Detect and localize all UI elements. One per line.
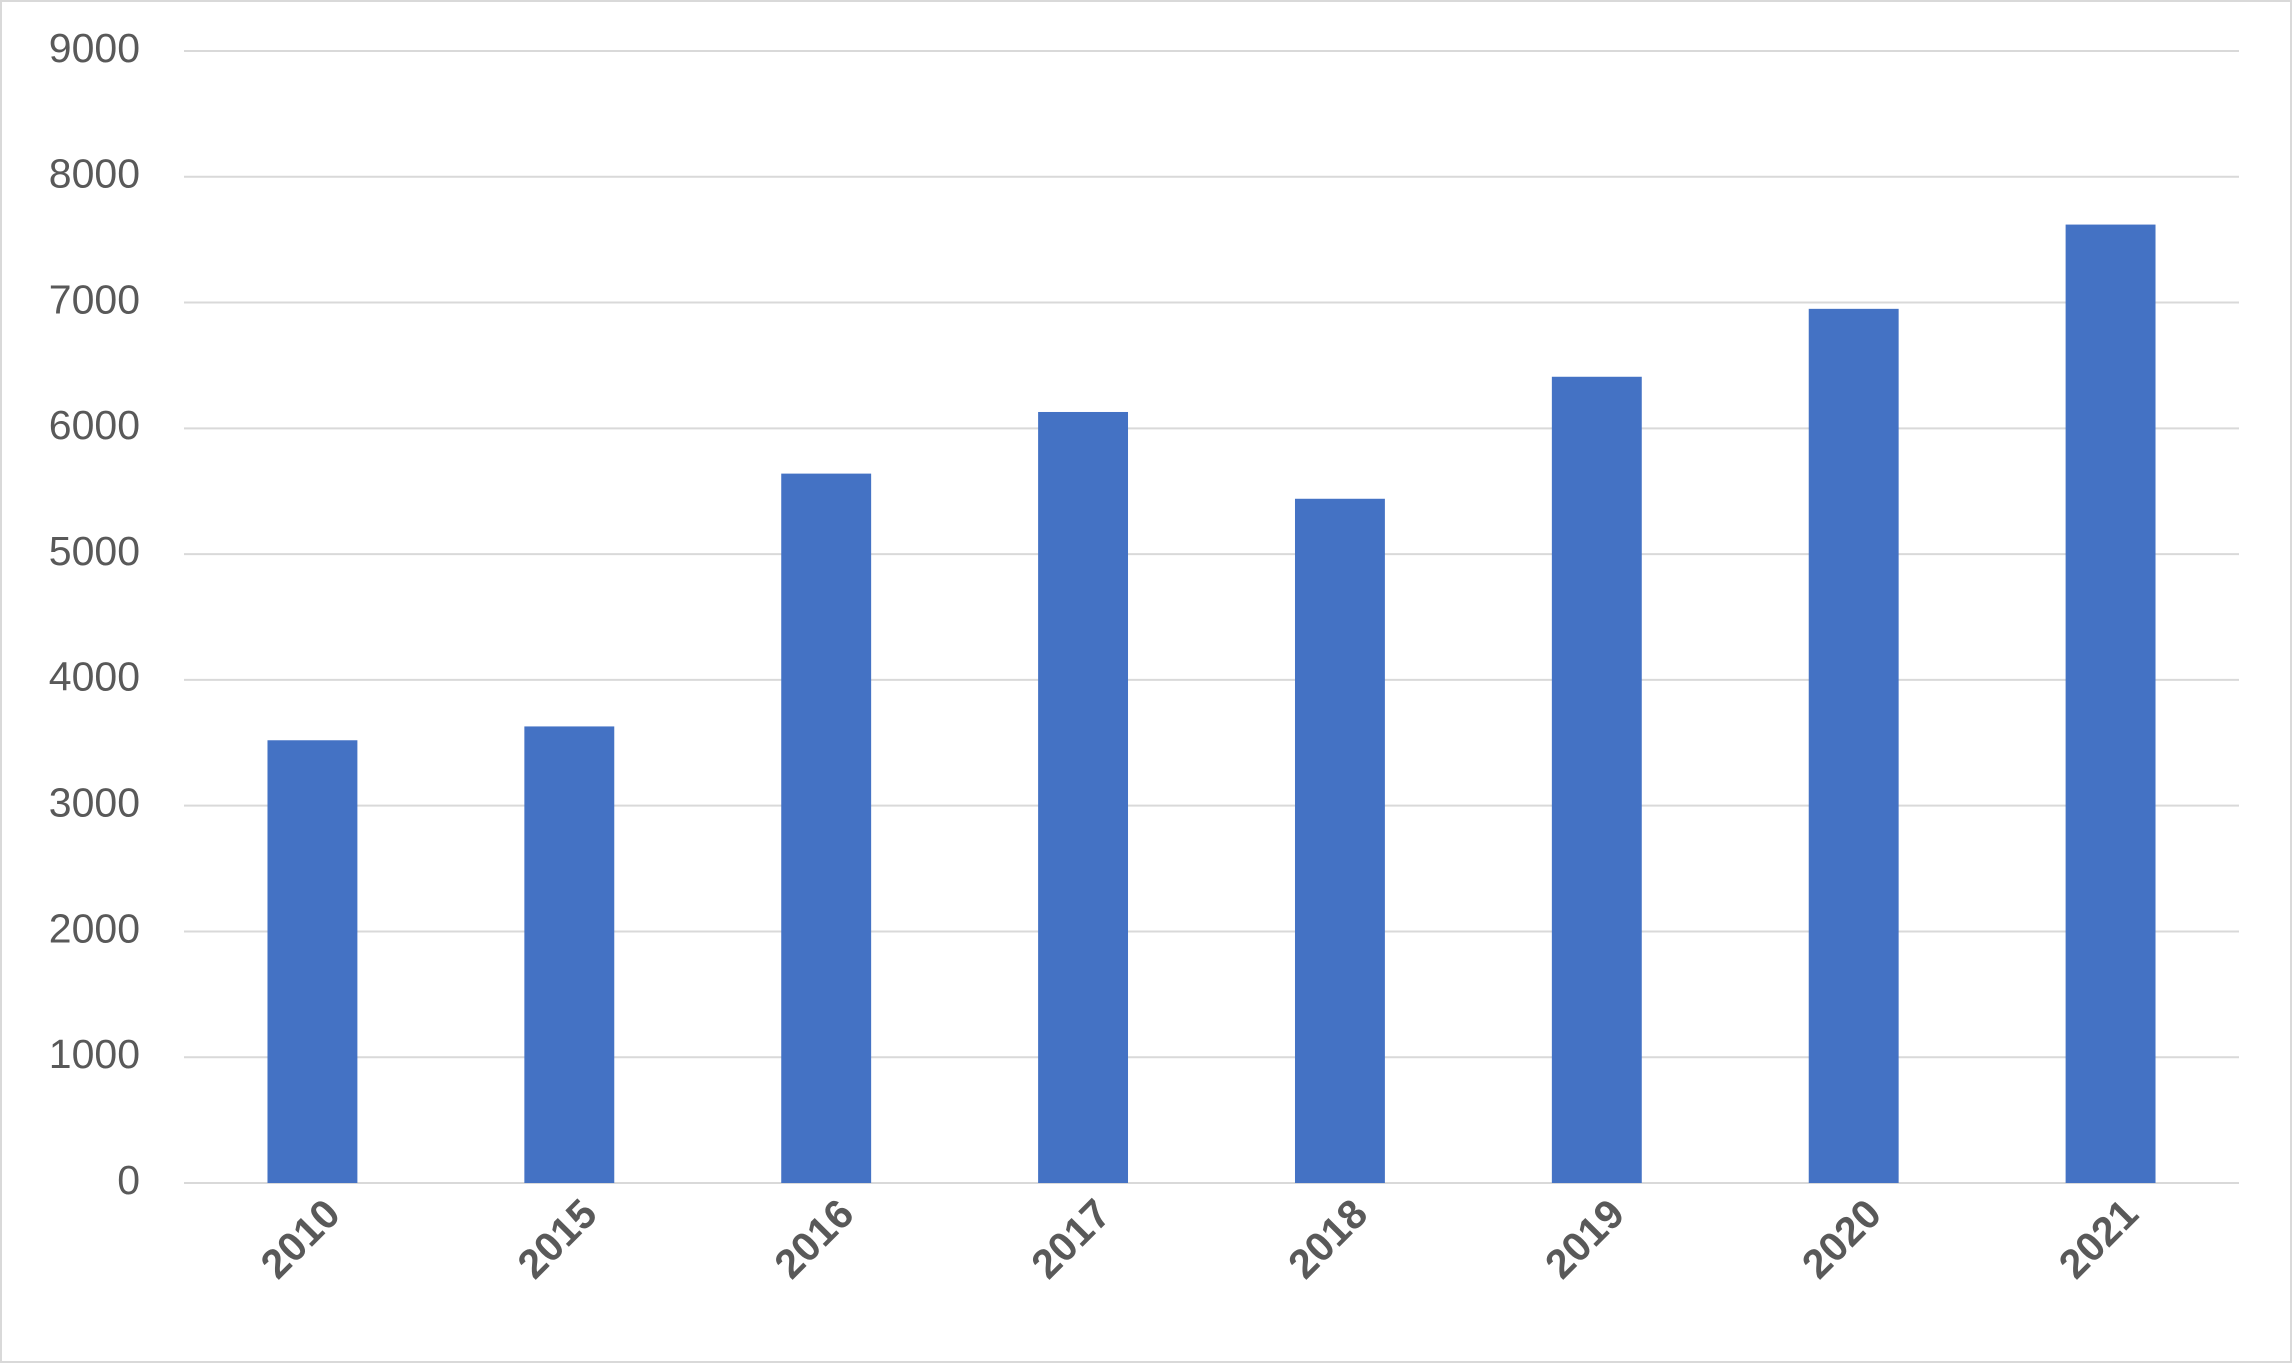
y-tick-label: 7000 <box>49 276 140 322</box>
y-tick-label: 4000 <box>49 654 140 700</box>
bar <box>1038 411 1129 1184</box>
bar <box>1551 376 1642 1184</box>
y-tick-label: 2000 <box>49 905 140 951</box>
y-tick-label: 5000 <box>49 528 140 574</box>
bar <box>781 473 872 1183</box>
bar <box>1294 498 1385 1183</box>
y-tick-label: 9000 <box>49 25 140 71</box>
y-tick-label: 3000 <box>49 779 140 825</box>
bar <box>267 740 358 1183</box>
y-tick-label: 6000 <box>49 402 140 448</box>
y-tick-label: 1000 <box>49 1031 140 1077</box>
y-tick-label: 8000 <box>49 151 140 197</box>
bar <box>524 726 615 1183</box>
bar <box>1808 308 1899 1183</box>
y-tick-label: 0 <box>117 1157 140 1203</box>
bar <box>2065 224 2156 1183</box>
